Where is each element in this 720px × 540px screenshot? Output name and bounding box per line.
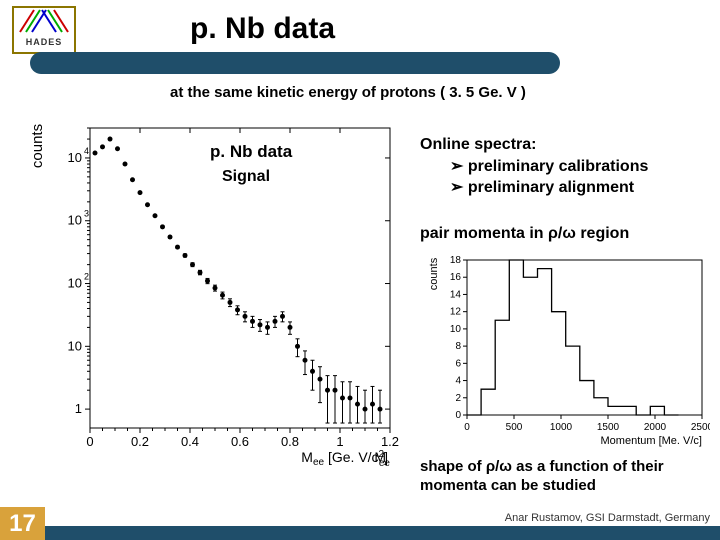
svg-text:18: 18: [450, 255, 462, 266]
slide-number: 17: [0, 507, 45, 540]
right-subheading-1: pair momenta in ρ/ω region: [420, 225, 629, 243]
title-bar: [30, 52, 560, 74]
logo-text: HADES: [14, 37, 74, 47]
svg-text:1500: 1500: [597, 422, 620, 433]
svg-text:Mee [Ge. V/c2]: Mee [Ge. V/c2]: [301, 449, 388, 468]
svg-text:10: 10: [68, 338, 82, 353]
logo-icon: [16, 8, 72, 34]
svg-text:10: 10: [68, 276, 82, 291]
online-spectra-heading: Online spectra:: [420, 134, 710, 156]
svg-text:4: 4: [84, 146, 89, 156]
bullet-1: preliminary calibrations: [468, 158, 649, 175]
svg-text:3: 3: [84, 209, 89, 219]
svg-text:0.6: 0.6: [231, 434, 249, 449]
svg-text:0.8: 0.8: [281, 434, 299, 449]
svg-text:12: 12: [450, 307, 462, 318]
right-text-block: Online spectra: ➢ preliminary calibratio…: [420, 134, 710, 199]
left-scatter-plot: 00.20.40.60.811.2110102103104countsMee M…: [30, 118, 400, 468]
svg-text:1000: 1000: [550, 422, 573, 433]
svg-text:1.2: 1.2: [381, 434, 399, 449]
svg-text:0.4: 0.4: [181, 434, 199, 449]
svg-text:10: 10: [450, 324, 462, 335]
svg-text:10: 10: [68, 150, 82, 165]
bullet-2: preliminary alignment: [468, 179, 634, 196]
svg-text:2500: 2500: [691, 422, 710, 433]
svg-text:0: 0: [464, 422, 470, 433]
left-plot-label-signal: Signal: [222, 168, 270, 186]
svg-text:counts: counts: [428, 257, 440, 290]
svg-text:2: 2: [455, 393, 461, 404]
right-subheading-2: shape of ρ/ω as a function of their mome…: [420, 458, 710, 496]
bottom-bar: [45, 526, 720, 540]
svg-text:1: 1: [336, 434, 343, 449]
svg-text:0: 0: [86, 434, 93, 449]
logo: HADES: [12, 6, 76, 54]
svg-text:0: 0: [455, 410, 461, 421]
svg-text:8: 8: [455, 341, 461, 352]
svg-text:1: 1: [75, 401, 82, 416]
svg-text:4: 4: [455, 376, 461, 387]
right-histogram-plot: 0 500 1000 1500 2000 2500 0 2 4 6 8 10 12 14 16 18 count…: [425, 252, 710, 447]
svg-text:6: 6: [455, 358, 461, 369]
svg-text:14: 14: [450, 289, 462, 300]
slide-number-box: 17: [0, 507, 45, 540]
page-subtitle: at the same kinetic energy of protons ( …: [170, 84, 526, 101]
footer-author: Anar Rustamov, GSI Darmstadt, Germany: [505, 512, 710, 524]
svg-text:16: 16: [450, 272, 462, 283]
svg-text:10: 10: [68, 213, 82, 228]
svg-text:2000: 2000: [644, 422, 667, 433]
svg-text:Momentum [Me. V/c]: Momentum [Me. V/c]: [601, 435, 702, 447]
left-plot-label-data: p. Nb data: [210, 142, 292, 162]
bullet-arrow-icon: ➢: [450, 179, 468, 196]
svg-text:0.2: 0.2: [131, 434, 149, 449]
svg-text:500: 500: [506, 422, 523, 433]
page-title: p. Nb data: [190, 12, 335, 46]
svg-text:counts: counts: [30, 124, 46, 168]
svg-text:2: 2: [84, 272, 89, 282]
bullet-arrow-icon: ➢: [450, 158, 468, 175]
